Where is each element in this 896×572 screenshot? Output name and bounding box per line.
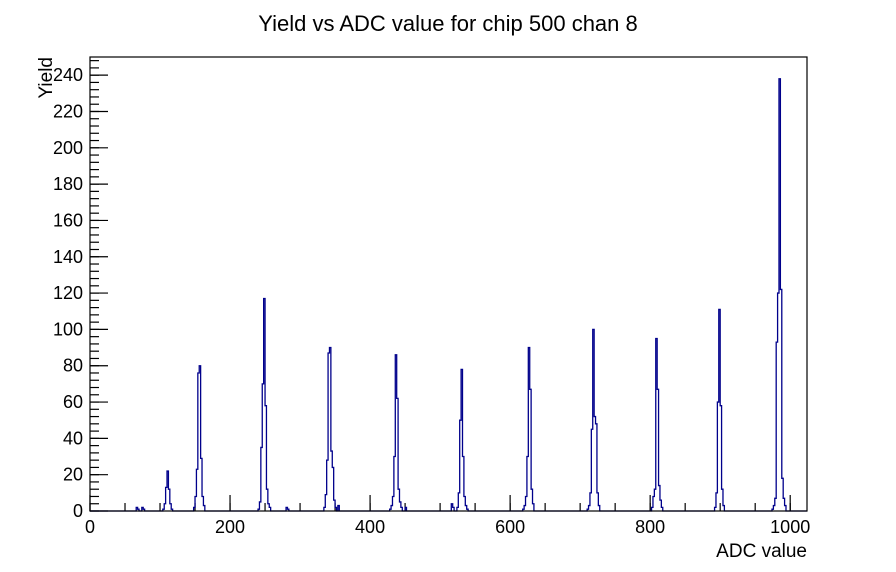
y-tick-label: 80 xyxy=(63,356,83,376)
y-tick-label: 120 xyxy=(53,283,83,303)
axis-tick-labels: 0 200 400 600 800 1000 0 20 40 60 80 100 120 140 160 18… xyxy=(53,65,810,537)
y-tick-label: 0 xyxy=(73,501,83,521)
y-tick-label: 200 xyxy=(53,138,83,158)
x-tick-label: 1000 xyxy=(770,517,810,537)
y-tick-label: 160 xyxy=(53,210,83,230)
y-tick-label: 60 xyxy=(63,392,83,412)
plot-frame xyxy=(89,56,808,512)
x-tick-label: 200 xyxy=(215,517,245,537)
y-axis-title: Yield xyxy=(36,57,57,99)
axis-ticks xyxy=(89,60,791,512)
x-tick-label: 0 xyxy=(85,517,95,537)
y-tick-label: 20 xyxy=(63,465,83,485)
y-tick-label: 240 xyxy=(53,65,83,85)
x-tick-label: 600 xyxy=(495,517,525,537)
y-tick-label: 40 xyxy=(63,428,83,448)
histogram-line xyxy=(90,78,807,512)
y-tick-label: 220 xyxy=(53,101,83,121)
x-tick-label: 800 xyxy=(635,517,665,537)
x-tick-label: 400 xyxy=(355,517,385,537)
x-axis-title: ADC value xyxy=(716,541,807,562)
y-tick-label: 140 xyxy=(53,247,83,267)
chart-title: Yield vs ADC value for chip 500 chan 8 xyxy=(258,11,638,36)
y-tick-label: 100 xyxy=(53,319,83,339)
y-tick-label: 180 xyxy=(53,174,83,194)
